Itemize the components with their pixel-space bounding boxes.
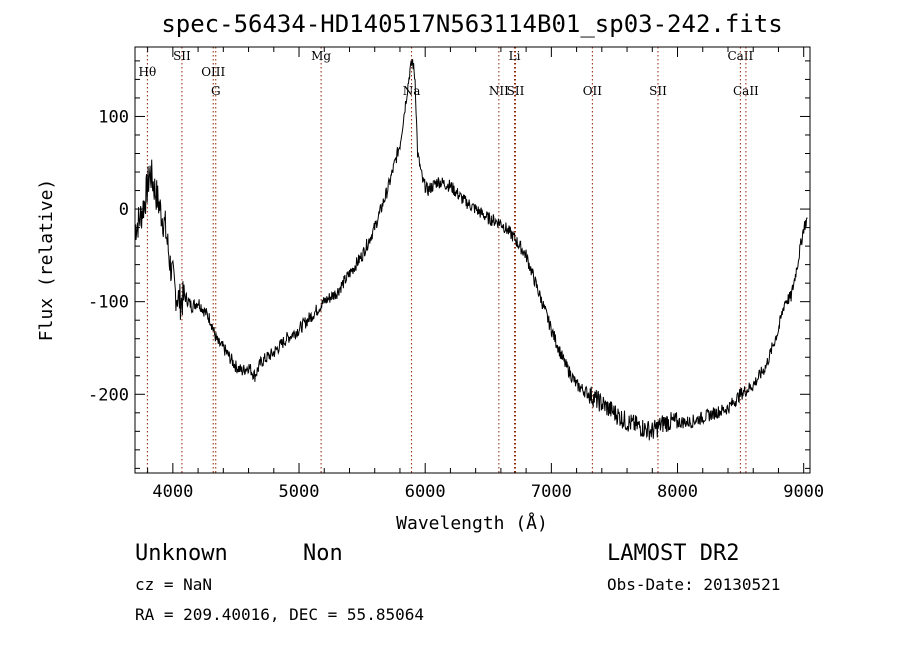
x-axis-label: Wavelength (Å) [396, 512, 548, 534]
x-tick-label: 7000 [531, 482, 572, 502]
spectral-line-label: SII [649, 84, 667, 98]
spectrum-line [134, 59, 808, 441]
observation-date: Obs-Date: 20130521 [607, 575, 780, 594]
spectral-line-label: Mg [311, 49, 331, 63]
y-tick-label: -100 [88, 293, 129, 313]
plot-frame [134, 46, 811, 474]
ra-dec: RA = 209.40016, DEC = 55.85064 [135, 605, 424, 624]
spectral-line-label: CaII [733, 84, 759, 98]
x-tick-label: 9000 [783, 482, 824, 502]
y-tick-label: 0 [119, 200, 129, 220]
x-tick-label: 4000 [152, 482, 193, 502]
spectral-line-label: Na [403, 84, 421, 98]
object-class: Unknown [135, 541, 228, 566]
chart-title: spec-56434-HD140517N563114B01_sp03-242.f… [161, 10, 782, 38]
x-tick-label: 5000 [279, 482, 320, 502]
redshift-cz: cz = NaN [135, 575, 212, 594]
survey-name: LAMOST DR2 [607, 541, 739, 566]
spectral-line-label: CaII [727, 49, 753, 63]
spectral-line-label: SII [173, 49, 191, 63]
spectral-line-label: NII [489, 84, 509, 98]
spectral-line-label: SII [507, 84, 525, 98]
y-axis-label: Flux (relative) [36, 179, 57, 342]
object-subclass: Non [303, 541, 343, 566]
y-tick-label: -200 [88, 385, 129, 405]
spectral-line-label: Hθ [139, 65, 157, 79]
spectral-line-label: G [211, 84, 221, 98]
spectral-line-label: OII [583, 84, 603, 98]
spectral-line-label: Li [509, 49, 521, 63]
spectral-line-label: OIII [201, 65, 225, 79]
x-tick-label: 8000 [657, 482, 698, 502]
x-tick-label: 6000 [405, 482, 446, 502]
y-tick-label: 100 [98, 107, 129, 127]
